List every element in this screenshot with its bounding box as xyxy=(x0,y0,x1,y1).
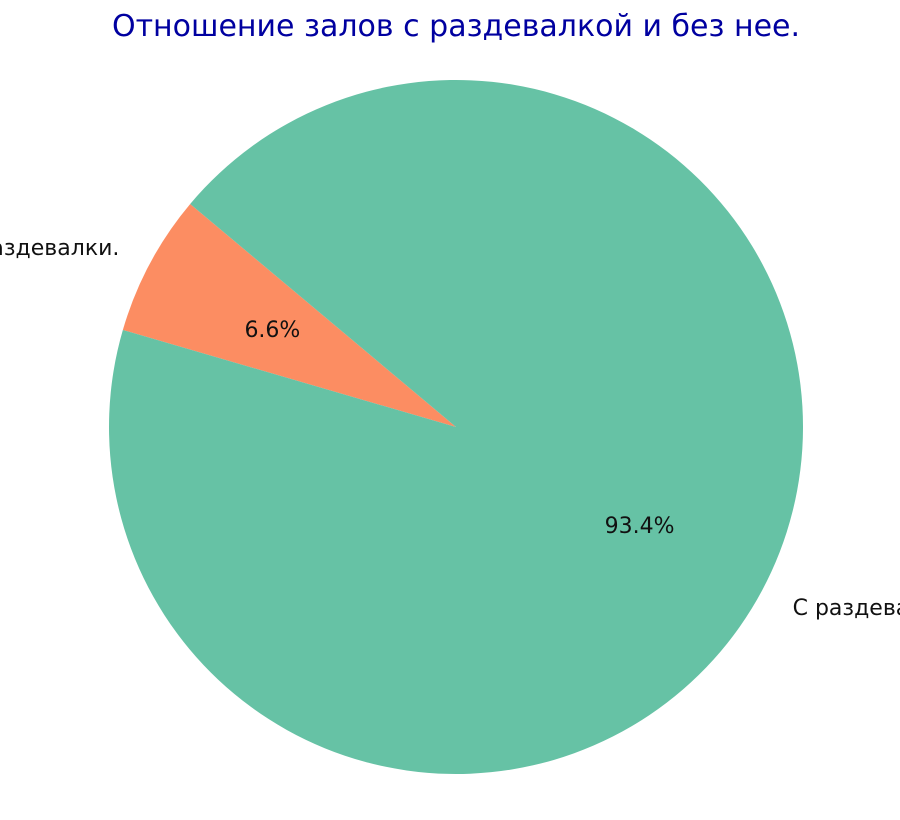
slice-category-label-1: С раздевалкой. xyxy=(793,596,900,621)
slice-percent-label-0: 6.6% xyxy=(244,318,300,343)
slice-category-label-0: Без раздевалки. xyxy=(0,236,119,261)
pie-slices xyxy=(109,79,804,774)
pie-labels: 6.6% Без раздевалки. 93.4% С раздевалкой. xyxy=(0,236,900,621)
pie-slice-0 xyxy=(122,203,456,427)
pie-slice-1 xyxy=(109,79,804,774)
chart-title: Отношение залов с раздевалкой и без нее. xyxy=(112,9,800,44)
slice-percent-label-1: 93.4% xyxy=(605,514,675,539)
